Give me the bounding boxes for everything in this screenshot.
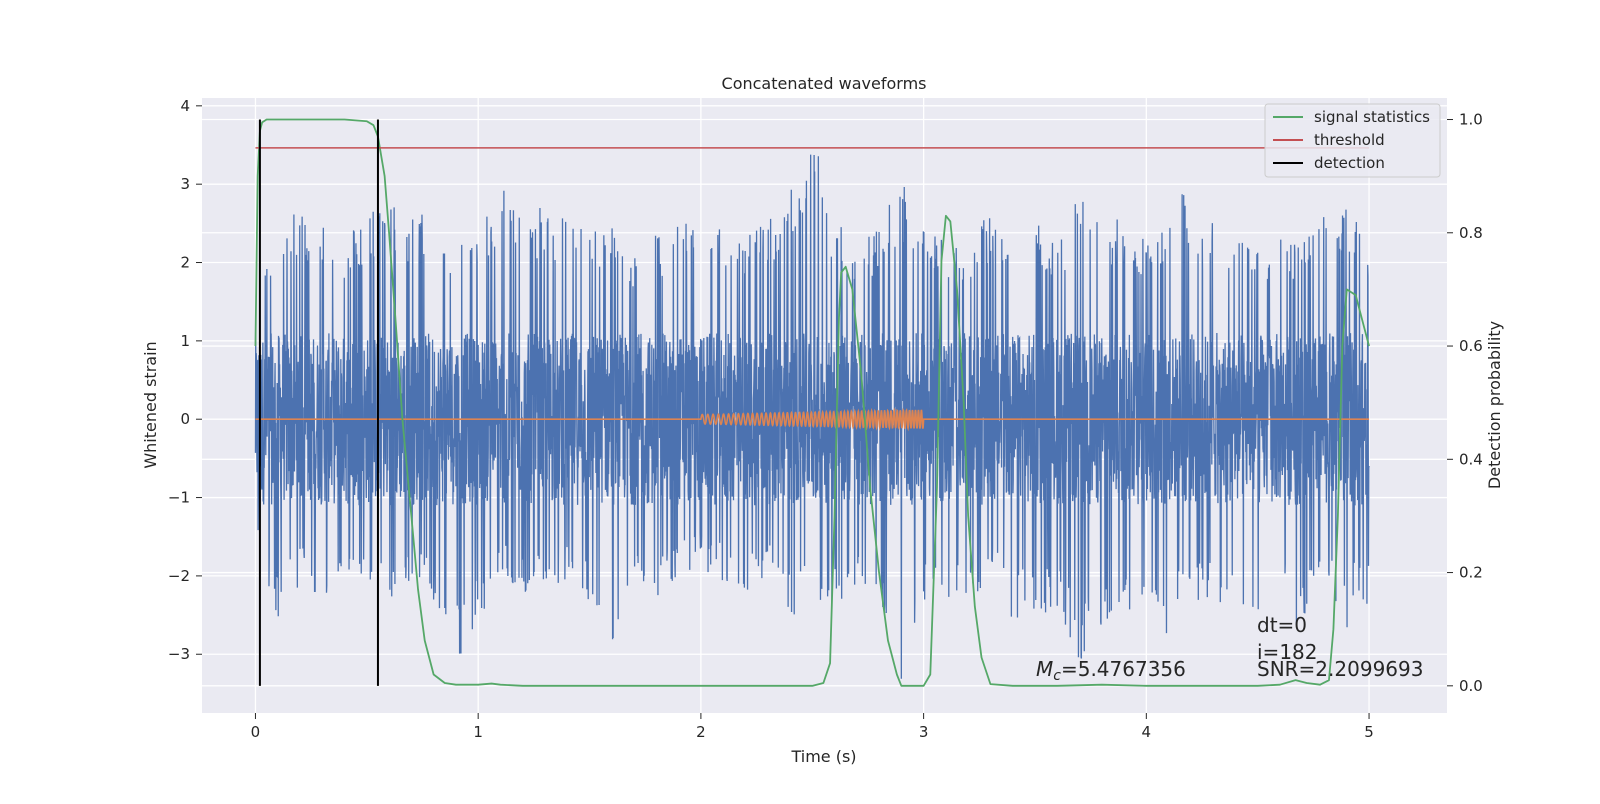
x-tick-label: 4 [1142, 723, 1152, 741]
chart-title: Concatenated waveforms [722, 74, 927, 93]
y-tick-label: −2 [168, 567, 190, 585]
y-tick-label: −1 [168, 489, 190, 507]
dt-annotation: dt=0 [1257, 613, 1307, 637]
legend-label-signal-statistics: signal statistics [1314, 108, 1430, 126]
right-axis-ticks: 0.0 0.2 0.4 0.6 0.8 1.0 [1447, 111, 1483, 695]
legend: signal statistics threshold detection [1264, 103, 1441, 178]
y-tick-label: 1 [180, 332, 190, 350]
y-tick-label: 2 [180, 254, 190, 272]
y-tick-label: 3 [180, 175, 190, 193]
snr-annotation: SNR=2.2099693 [1257, 657, 1423, 681]
y-tick-label: 4 [180, 97, 190, 115]
x-axis-ticks: 0 1 2 3 4 5 [251, 713, 1374, 741]
y2-tick-label: 1.0 [1459, 111, 1483, 129]
legend-label-threshold: threshold [1314, 131, 1385, 149]
chirp-mass-annotation: Mc=5.4767356 [1036, 657, 1186, 684]
injected-waveform-line [255, 407, 1370, 432]
x-tick-label: 2 [696, 723, 706, 741]
x-tick-label: 3 [919, 723, 929, 741]
y2-tick-label: 0.6 [1459, 337, 1483, 355]
injected-waveform-series [255, 407, 1370, 432]
legend-box [1264, 103, 1441, 178]
x-axis-label: Time (s) [790, 747, 856, 766]
left-axis-ticks: −3 −2 −1 0 1 2 3 4 [168, 97, 202, 663]
signal-statistics-series [254, 118, 1370, 687]
x-tick-label: 5 [1364, 723, 1374, 741]
whitened-strain-series [254, 154, 1370, 679]
y-tick-label: −3 [168, 645, 190, 663]
y2-tick-label: 0.8 [1459, 224, 1483, 242]
x-tick-label: 1 [473, 723, 483, 741]
y2-tick-label: 0.0 [1459, 677, 1483, 695]
y2-tick-label: 0.4 [1459, 450, 1483, 468]
y-axis-label: Whitened strain [141, 341, 160, 468]
signal-statistics-line [254, 118, 1370, 687]
detection-lines [258, 119, 379, 686]
whitened-strain-line [254, 154, 1370, 679]
y-tick-label: 0 [180, 410, 190, 428]
y2-axis-label: Detection probability [1485, 321, 1504, 489]
index-annotation: i=182 [1257, 640, 1318, 664]
x-tick-label: 0 [251, 723, 261, 741]
annotations: Mc=5.4767356 dt=0 i=182 SNR=2.2099693 [1036, 613, 1423, 684]
y2-tick-label: 0.2 [1459, 564, 1483, 582]
legend-label-detection: detection [1314, 154, 1385, 172]
